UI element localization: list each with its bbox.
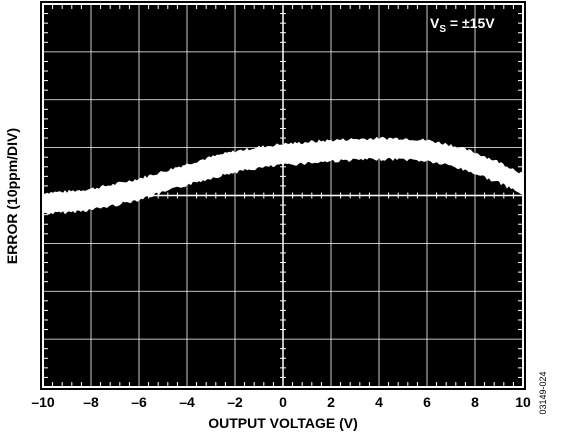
x-tick-label: 8 (471, 394, 479, 410)
plot-frame (42, 3, 524, 388)
error-trace (43, 136, 523, 215)
x-tick-label: 10 (515, 394, 531, 410)
grid (43, 4, 523, 387)
y-axis-title: ERROR (10ppm/DIV) (4, 128, 20, 264)
figure-id: 03149-024 (538, 371, 548, 414)
x-tick-label: 2 (327, 394, 335, 410)
x-tick-label: –10 (31, 394, 55, 410)
x-tick-label: –4 (179, 394, 195, 410)
x-tick-label: –2 (227, 394, 243, 410)
plot-border (40, 1, 526, 390)
x-tick-label: –6 (131, 394, 147, 410)
supply-voltage-annotation: VS = ±15V (430, 15, 495, 35)
x-tick-label: –8 (83, 394, 99, 410)
x-tick-labels: –10 –8 –6 –4 –2 0 2 4 6 8 10 (31, 394, 531, 410)
x-tick-label: 4 (375, 394, 383, 410)
x-tick-label: 0 (279, 394, 287, 410)
x-tick-label: 6 (423, 394, 431, 410)
x-axis-title: OUTPUT VOLTAGE (V) (208, 415, 358, 431)
